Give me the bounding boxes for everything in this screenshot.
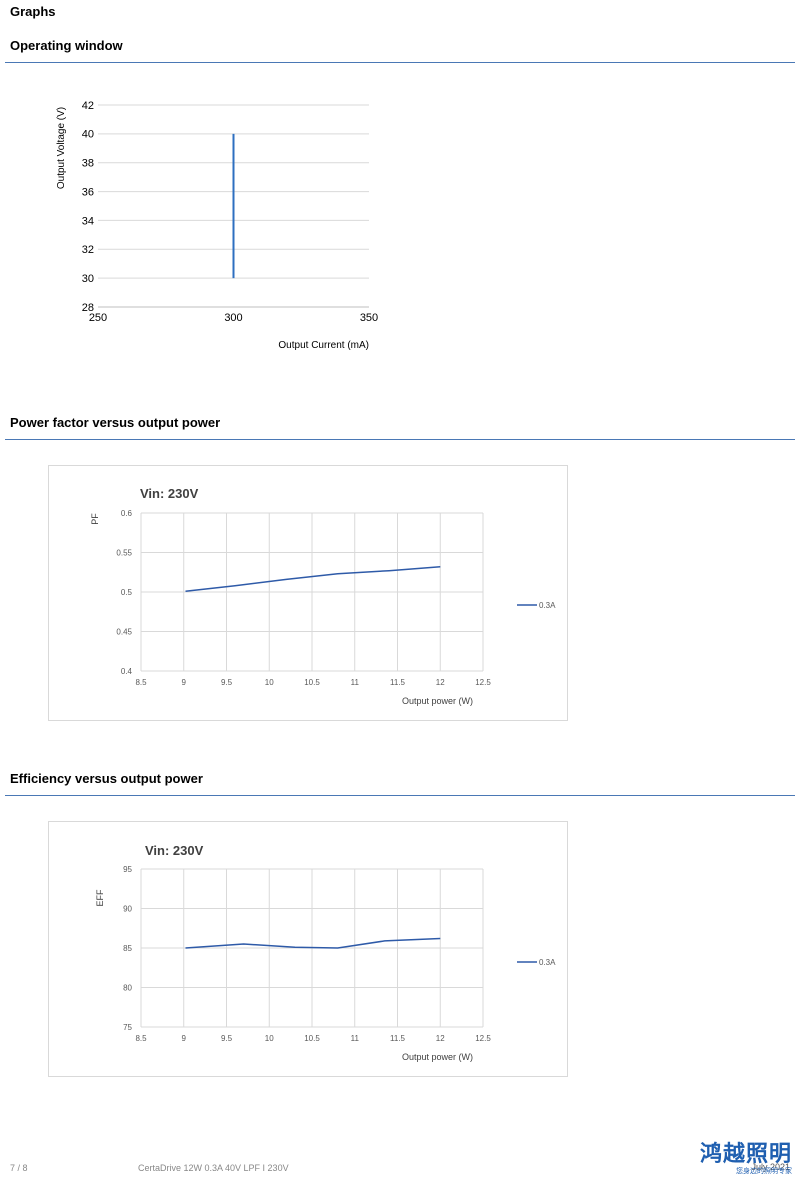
y-tick-label: 0.55 — [116, 548, 132, 557]
x-tick-label: 8.5 — [135, 1034, 147, 1043]
x-tick-label: 350 — [360, 312, 378, 324]
x-tick-label: 9.5 — [221, 1034, 233, 1043]
power-factor-chart: 0.4 0.45 0.5 0.55 0.6 8.5 9 9.5 10 10.5 11 11.5 12 12… — [90, 486, 556, 706]
y-tick-label: 38 — [82, 158, 94, 170]
y-tick-label: 0.4 — [121, 667, 133, 676]
x-tick-label: 11 — [351, 678, 360, 687]
section-divider — [5, 62, 795, 63]
x-tick-label: 12.5 — [475, 1034, 491, 1043]
y-tick-label: 42 — [82, 100, 94, 112]
power-factor-chart-frame — [48, 465, 568, 721]
x-tick-label: 12 — [436, 1034, 445, 1043]
y-tick-label: 75 — [123, 1023, 132, 1032]
x-axis-label: Output power (W) — [402, 696, 473, 706]
y-tick-label: 0.5 — [121, 588, 133, 597]
y-tick-label: 30 — [82, 273, 94, 285]
x-tick-label: 10 — [265, 678, 274, 687]
x-tick-label: 11 — [351, 1034, 360, 1043]
y-axis-label: EFF — [95, 889, 105, 907]
y-tick-label: 28 — [82, 302, 94, 314]
brand-logo-subtext: 您身边的照明专家 — [736, 1167, 792, 1175]
x-tick-label: 300 — [224, 312, 242, 324]
x-axis-label: Output power (W) — [402, 1052, 473, 1062]
efficiency-chart: 75 80 85 90 95 8.5 9 9.5 10 10.5 11 11.5 12 12.5 Vin: … — [95, 843, 556, 1062]
brand-logo-text: 鸿越照明 — [699, 1142, 792, 1167]
x-tick-label: 9 — [182, 678, 187, 687]
x-tick-label: 9 — [182, 1034, 187, 1043]
x-tick-label: 11.5 — [390, 678, 406, 687]
operating-window-chart: 28 30 32 34 36 38 40 42 250 300 350 Output Current … — [56, 100, 378, 351]
y-axis-label: Output Voltage (V) — [56, 107, 67, 189]
section-title-operating-window: Operating window — [10, 38, 123, 53]
y-tick-label: 0.6 — [121, 509, 133, 518]
efficiency-chart-frame — [48, 821, 568, 1077]
y-axis-label: PF — [90, 513, 100, 525]
chart-title: Vin: 230V — [145, 843, 204, 858]
y-tick-label: 95 — [123, 865, 132, 874]
x-axis-label: Output Current (mA) — [278, 340, 369, 351]
footer-page-number: 7 / 8 — [10, 1163, 28, 1173]
x-tick-label: 12 — [436, 678, 445, 687]
x-tick-label: 250 — [89, 312, 107, 324]
y-tick-label: 32 — [82, 244, 94, 256]
footer-date: July 2021 — [751, 1162, 790, 1172]
y-tick-label: 80 — [123, 983, 132, 992]
legend-label: 0.3A — [539, 958, 556, 967]
section-title-efficiency: Efficiency versus output power — [10, 771, 203, 786]
section-divider — [5, 795, 795, 796]
y-tick-label: 34 — [82, 215, 94, 227]
x-tick-label: 8.5 — [135, 678, 147, 687]
y-tick-label: 85 — [123, 944, 132, 953]
section-title-power-factor: Power factor versus output power — [10, 415, 221, 430]
x-tick-label: 9.5 — [221, 678, 233, 687]
legend-label: 0.3A — [539, 601, 556, 610]
x-tick-label: 12.5 — [475, 678, 491, 687]
chart-title: Vin: 230V — [140, 486, 199, 501]
y-tick-label: 36 — [82, 186, 94, 198]
footer-product-name: CertaDrive 12W 0.3A 40V LPF I 230V — [138, 1163, 289, 1173]
page-title: Graphs — [10, 4, 56, 19]
x-tick-label: 10.5 — [304, 1034, 320, 1043]
x-tick-label: 10 — [265, 1034, 274, 1043]
y-tick-label: 40 — [82, 129, 94, 141]
x-tick-label: 10.5 — [304, 678, 320, 687]
series-line-0-3a — [185, 937, 441, 949]
y-tick-label: 0.45 — [116, 627, 132, 636]
brand-logo: 鸿越照明 您身边的照明专家 — [699, 1142, 792, 1176]
section-divider — [5, 439, 795, 440]
y-tick-label: 90 — [123, 904, 132, 913]
series-line-0-3a — [185, 565, 441, 592]
x-tick-label: 11.5 — [390, 1034, 406, 1043]
